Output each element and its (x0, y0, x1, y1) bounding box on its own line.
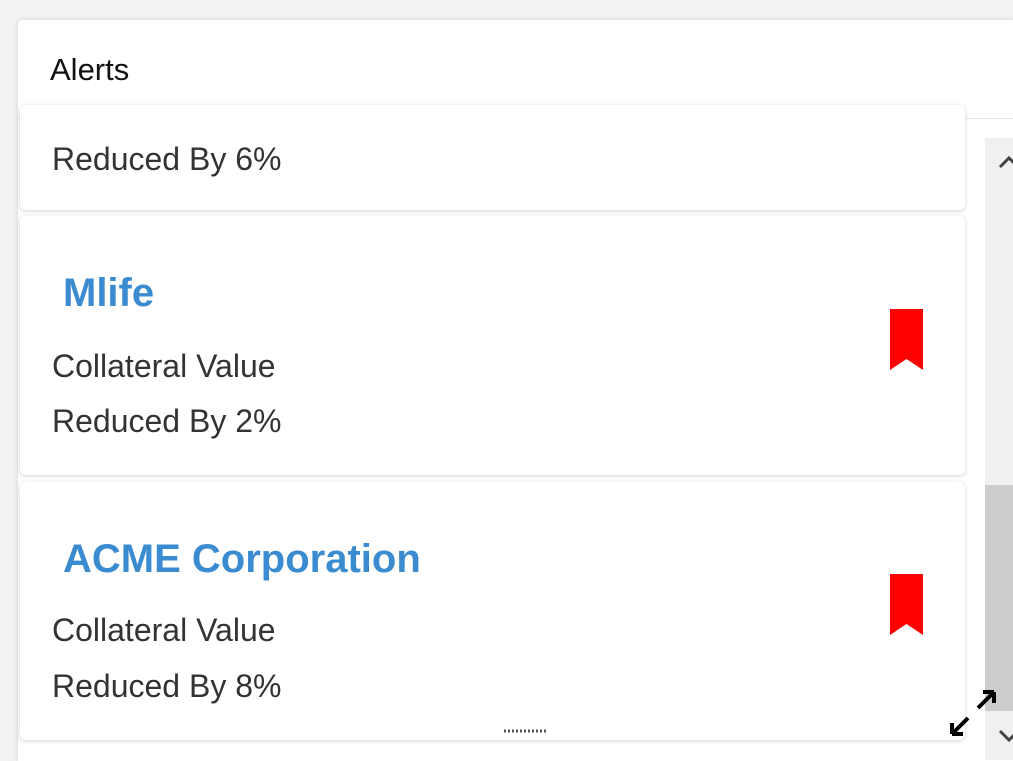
alert-text: Collateral Value (52, 612, 276, 648)
alert-name[interactable]: ACME Corporation (63, 537, 421, 581)
alert-card[interactable]: ACME Corporation Collateral Value Reduce… (20, 482, 965, 740)
bookmark-icon[interactable] (890, 309, 924, 371)
scrollbar[interactable] (985, 138, 1013, 760)
drag-handle[interactable] (504, 728, 548, 734)
alert-text: Collateral Value (52, 348, 276, 384)
scroll-down[interactable] (997, 728, 1013, 744)
bookmark-icon[interactable] (890, 574, 924, 636)
resize-icon[interactable] (948, 686, 1002, 740)
alert-text: Reduced By 8% (52, 668, 282, 704)
alert-card[interactable]: Mlife Collateral Value Reduced By 2% (20, 216, 965, 475)
alert-text: Reduced By 2% (52, 403, 282, 439)
scroll-up[interactable] (997, 154, 1013, 170)
alert-name[interactable]: Mlife (63, 271, 155, 315)
alert-card[interactable]: Reduced By 6% (20, 105, 965, 210)
alerts-panel: Alerts Reduced By 6% Mlife Collateral Va… (18, 20, 1013, 761)
panel-title: Alerts (50, 52, 130, 87)
alert-text: Reduced By 6% (52, 141, 282, 177)
scroll-thumb[interactable] (985, 485, 1013, 711)
